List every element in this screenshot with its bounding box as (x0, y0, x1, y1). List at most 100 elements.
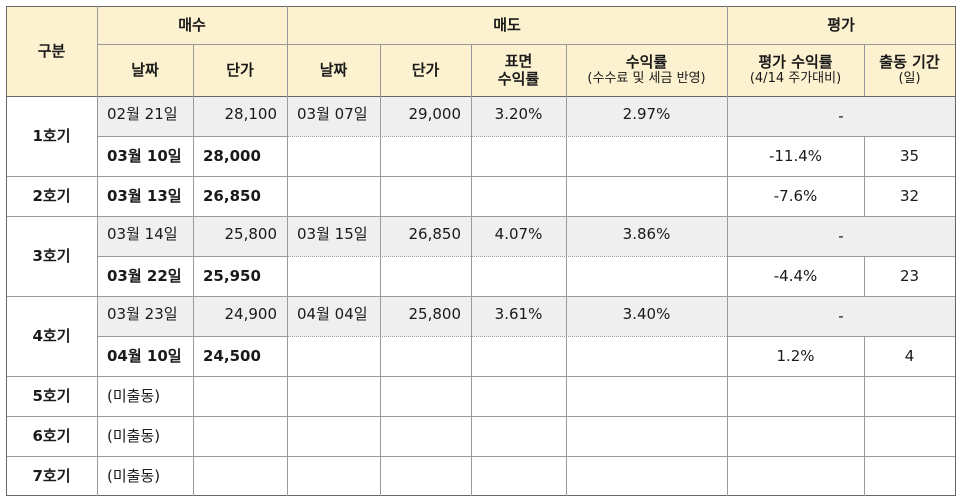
grid-line (6, 216, 956, 217)
grid-line (6, 376, 956, 377)
header-yield-sub: (수수료 및 세금 반영) (587, 71, 706, 87)
buy-price-cell: 24,900 (193, 296, 287, 336)
header-eval: 평가 (727, 6, 955, 44)
group-label: 7호기 (32, 466, 71, 485)
period-cell: 35 (899, 147, 920, 165)
grid-line (864, 336, 865, 496)
header-eval-yield-text: 평가 수익률 (758, 53, 833, 72)
grid-line (6, 416, 956, 417)
sell-date-cell: 04월 04일 (287, 296, 380, 336)
grid-line (864, 256, 865, 296)
header-period: 출동 기간 (일) (864, 44, 955, 96)
grid-line (287, 256, 727, 257)
header-surface-yield-line2: 수익률 (497, 70, 540, 88)
grid-line (287, 336, 727, 337)
header-buy-price-text: 단가 (226, 61, 254, 79)
grid-line (97, 256, 287, 257)
grid-line (6, 176, 956, 177)
grid-line (6, 296, 956, 297)
header-eval-text: 평가 (827, 16, 855, 34)
buy-date-cell: 03월 14일 (97, 216, 193, 256)
header-buy: 매수 (97, 6, 287, 44)
eval-yield-cell: -7.6% (773, 187, 818, 205)
header-surface-yield-line1: 표면 (504, 52, 533, 70)
grid-line (6, 456, 956, 457)
grid-line (727, 336, 956, 337)
buy-price-cell: 24,500 (203, 347, 261, 365)
buy-date-cell: 03월 23일 (97, 296, 193, 336)
header-sell-price-text: 단가 (411, 61, 440, 79)
buy-date-cell: 03월 10일 (107, 147, 182, 165)
sell-date-cell: 03월 07일 (287, 96, 380, 136)
eval-yield-cell: - (727, 216, 955, 256)
grid-line (97, 336, 287, 337)
grid-line (287, 6, 288, 496)
header-sell-date-text: 날짜 (319, 61, 348, 79)
period-cell: 23 (899, 267, 920, 285)
eval-yield-cell: - (727, 296, 955, 336)
surface-yield-cell: 4.07% (471, 216, 566, 256)
grid-line (727, 6, 728, 496)
header-sell-price: 단가 (380, 44, 471, 96)
header-sell: 매도 (287, 6, 727, 44)
eval-yield-cell: - (727, 96, 955, 136)
sell-price-cell: 26,850 (380, 216, 471, 256)
group-label: 2호기 (32, 187, 71, 205)
header-yield-text: 수익률 (625, 53, 668, 72)
sell-price-cell: 25,800 (380, 296, 471, 336)
header-buy-price: 단가 (193, 44, 287, 96)
header-eval-yield-sub: (4/14 주가대비) (749, 71, 842, 87)
buy-date-cell: 04월 10일 (107, 347, 182, 365)
buy-price-cell: 26,850 (203, 187, 261, 205)
grid-line (380, 44, 381, 496)
grid-line (6, 6, 956, 7)
header-period-text: 출동 기간 (879, 53, 940, 72)
sell-price-cell: 29,000 (380, 96, 471, 136)
grid-line (727, 256, 956, 257)
sell-date-cell: 03월 15일 (287, 216, 380, 256)
header-sell-text: 매도 (493, 16, 521, 34)
header-period-sub: (일) (898, 71, 921, 87)
header-buy-text: 매수 (178, 16, 206, 34)
grid-line (97, 6, 98, 496)
group-label: 4호기 (32, 327, 71, 345)
grid-line (471, 44, 472, 496)
buy-date-cell: 02월 21일 (97, 96, 193, 136)
grid-line (97, 44, 956, 45)
header-category-text: 구분 (37, 42, 66, 60)
surface-yield-cell: 3.61% (471, 296, 566, 336)
buy-date-cell: (미출동) (107, 466, 161, 485)
period-cell: 4 (904, 347, 915, 365)
header-sell-date: 날짜 (287, 44, 380, 96)
header-eval-yield: 평가 수익률 (4/14 주가대비) (727, 44, 864, 96)
grid-line (864, 44, 865, 96)
grid-line (727, 136, 956, 137)
buy-date-cell: (미출동) (107, 387, 161, 405)
grid-line (6, 6, 7, 496)
grid-line (566, 44, 567, 496)
group-label: 6호기 (32, 427, 71, 445)
grid-line (287, 136, 727, 137)
buy-price-cell: 25,950 (203, 267, 261, 285)
yield-cell: 2.97% (566, 96, 727, 136)
eval-yield-cell: -11.4% (768, 147, 823, 165)
grid-line (6, 96, 956, 97)
header-yield: 수익률 (수수료 및 세금 반영) (566, 44, 727, 96)
grid-line (193, 44, 194, 496)
header-category: 구분 (6, 6, 97, 96)
surface-yield-cell: 3.20% (471, 96, 566, 136)
group-label: 5호기 (32, 387, 71, 405)
header-buy-date: 날짜 (97, 44, 193, 96)
buy-date-cell: 03월 13일 (107, 187, 182, 205)
period-cell: 32 (899, 187, 920, 205)
header-buy-date-text: 날짜 (131, 61, 159, 79)
buy-price-cell: 28,000 (203, 147, 261, 165)
group-label: 1호기 (32, 127, 71, 145)
grid-line (864, 136, 865, 216)
grid-line (955, 6, 956, 496)
grid-line (6, 495, 956, 496)
buy-price-cell: 25,800 (193, 216, 287, 256)
eval-yield-cell: -4.4% (773, 267, 818, 285)
group-label: 3호기 (32, 247, 71, 265)
